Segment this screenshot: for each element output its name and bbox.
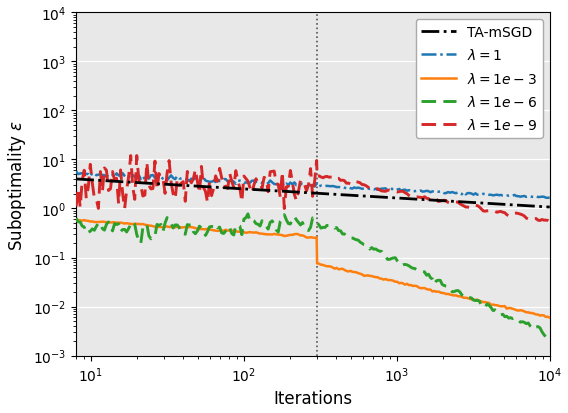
Y-axis label: Suboptimality $\varepsilon$: Suboptimality $\varepsilon$ [6,119,28,250]
Legend: TA-mSGD, $\lambda = 1$, $\lambda = 1e-3$, $\lambda = 1e-6$, $\lambda = 1e-9$: TA-mSGD, $\lambda = 1$, $\lambda = 1e-3$… [416,20,543,138]
X-axis label: Iterations: Iterations [273,389,353,408]
